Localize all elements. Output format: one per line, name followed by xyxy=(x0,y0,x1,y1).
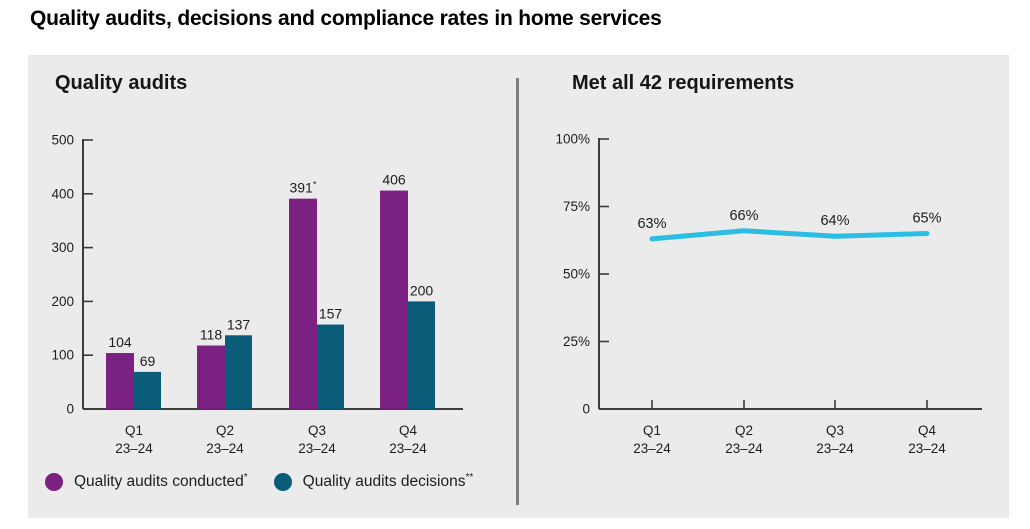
legend-label: Quality audits decisions** xyxy=(302,471,474,490)
point-value-label: 64% xyxy=(820,213,849,229)
x-category-label: Q4 xyxy=(399,423,418,438)
x-category-label: 23–24 xyxy=(115,441,153,456)
bar-value-label: 391* xyxy=(289,180,316,196)
chart-panel: Quality audits Met all 42 requirements 0… xyxy=(28,55,1009,518)
chart-legend: Quality audits conducted* Quality audits… xyxy=(45,471,474,491)
bar-decisions-q3 xyxy=(317,324,344,409)
bar-value-label: 137 xyxy=(227,316,251,332)
point-value-label: 65% xyxy=(912,211,941,227)
bar-decisions-q4 xyxy=(408,301,435,409)
requirements-line-chart: 0 25% 50% 75% 100% Q1 23–24 Q2 23–24 Q3 23–24 Q4 23–… xyxy=(555,132,982,456)
bar-value-label: 69 xyxy=(140,353,156,369)
legend-item-conducted: Quality audits conducted* xyxy=(45,471,248,491)
x-category-label: 23–24 xyxy=(725,441,763,456)
x-category-label: Q1 xyxy=(643,423,661,438)
page-title: Quality audits, decisions and compliance… xyxy=(30,7,662,30)
x-category-label: Q3 xyxy=(308,423,326,438)
x-category-label: Q2 xyxy=(216,423,234,438)
line-chart-title: Met all 42 requirements xyxy=(572,72,795,94)
bar-decisions-q2 xyxy=(225,335,252,409)
x-category-label: Q2 xyxy=(735,423,753,438)
y-tick-label: 500 xyxy=(51,133,74,148)
y-tick-label: 50% xyxy=(563,267,590,282)
bar-conducted-q2 xyxy=(197,345,225,409)
x-category-label: Q1 xyxy=(125,423,143,438)
legend-dot-teal xyxy=(273,473,292,491)
y-tick-label: 75% xyxy=(563,199,590,214)
y-tick-label: 400 xyxy=(51,186,74,201)
x-category-label: Q3 xyxy=(826,423,844,438)
bar-conducted-q3 xyxy=(289,198,317,409)
x-category-label: Q4 xyxy=(918,423,937,438)
x-category-label: 23–24 xyxy=(298,441,336,456)
x-category-label: 23–24 xyxy=(633,441,671,456)
bar-value-label: 104 xyxy=(108,334,132,350)
y-tick-label: 100% xyxy=(555,132,590,147)
bar-chart-title: Quality audits xyxy=(55,72,188,94)
y-tick-label: 200 xyxy=(51,294,74,309)
bar-value-label: 200 xyxy=(410,282,434,298)
y-tick-label: 300 xyxy=(51,240,74,255)
bar-conducted-q1 xyxy=(106,353,134,409)
y-tick-label: 100 xyxy=(51,348,74,363)
legend-item-decisions: Quality audits decisions** xyxy=(273,471,474,491)
x-category-label: 23–24 xyxy=(206,441,244,456)
y-tick-label: 25% xyxy=(563,334,590,349)
x-category-label: 23–24 xyxy=(816,441,854,456)
x-category-label: 23–24 xyxy=(389,441,427,456)
bar-conducted-q4 xyxy=(380,190,408,409)
bar-value-label: 406 xyxy=(382,172,406,188)
legend-dot-purple xyxy=(45,473,63,491)
point-value-label: 63% xyxy=(637,216,666,232)
point-value-label: 66% xyxy=(729,208,758,224)
panel-divider xyxy=(516,78,519,505)
legend-footnote-marker: * xyxy=(243,471,248,483)
compliance-line xyxy=(649,228,930,242)
x-category-label: 23–24 xyxy=(908,441,946,456)
legend-label: Quality audits conducted* xyxy=(74,471,248,490)
bar-value-label: 157 xyxy=(319,306,343,322)
y-tick-label: 0 xyxy=(582,402,590,417)
bar-decisions-q1 xyxy=(134,371,161,409)
y-tick-label: 0 xyxy=(66,402,74,417)
bar-value-label: 118 xyxy=(200,327,223,343)
legend-footnote-marker: ** xyxy=(465,471,474,483)
